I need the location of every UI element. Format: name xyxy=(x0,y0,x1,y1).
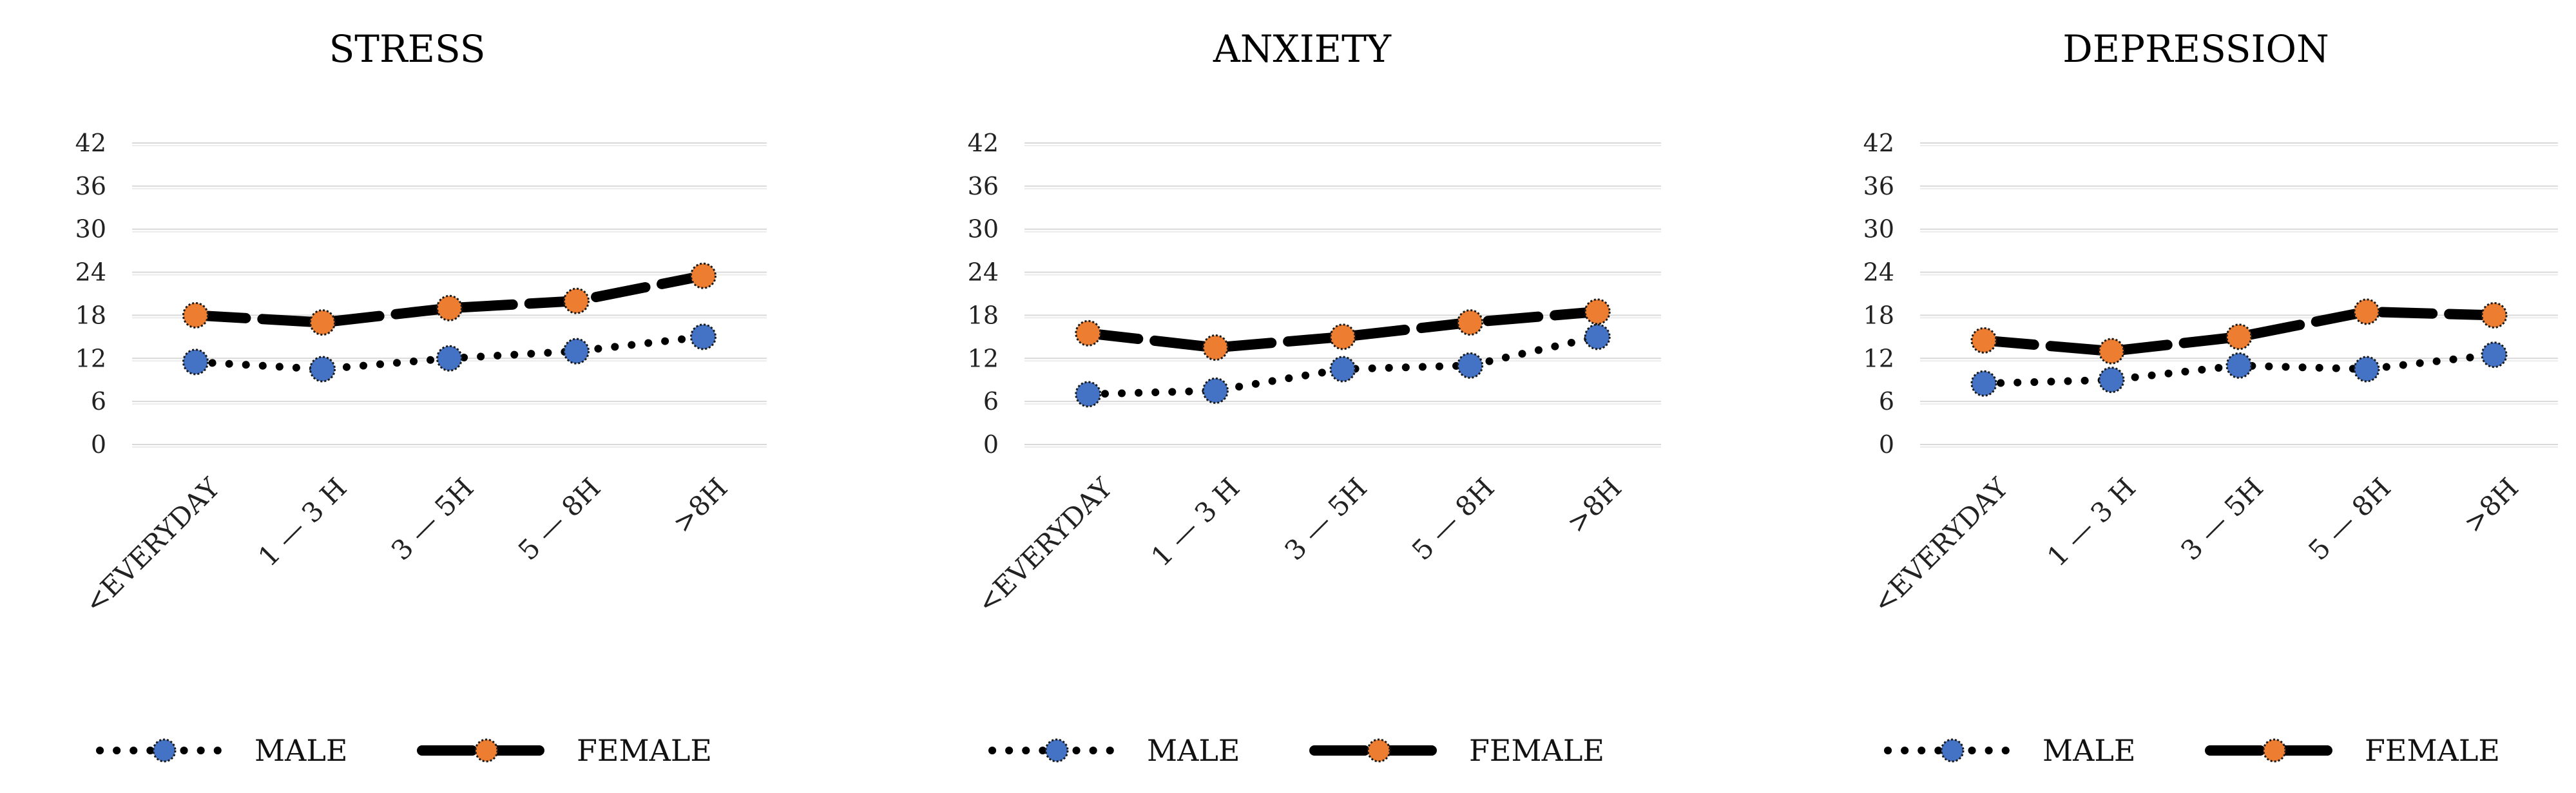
data-point-male xyxy=(1970,370,1997,397)
y-tick-label: 0 xyxy=(1879,430,1894,459)
x-tick-label: <EVERYDAY xyxy=(79,472,227,620)
y-tick-label: 18 xyxy=(1863,301,1894,329)
legend: MALE FEMALE xyxy=(988,733,1604,768)
y-tick-label: 18 xyxy=(75,301,106,329)
data-point-male xyxy=(182,349,209,376)
legend-label: MALE xyxy=(255,733,347,768)
data-point-male xyxy=(1457,352,1484,379)
data-point-male xyxy=(436,345,463,372)
legend-label: FEMALE xyxy=(1469,733,1604,768)
data-point-female xyxy=(1970,327,1997,354)
data-point-female xyxy=(1457,309,1484,336)
x-tick-label: 5 — 8H xyxy=(512,472,607,566)
legend-swatch-marker-female xyxy=(2262,738,2287,763)
data-point-male xyxy=(1584,323,1611,350)
data-point-female xyxy=(436,294,463,321)
y-tick-label: 30 xyxy=(968,215,999,244)
y-tick-label: 42 xyxy=(75,129,106,157)
data-point-female xyxy=(563,287,590,314)
chart-panel-anxiety: ANXIETY 0 6 12 18 24 30 36 42 <EVERYDAY 1 — 3 H 3 —… xyxy=(968,27,1661,768)
x-tick-label: >8H xyxy=(2457,472,2524,539)
data-point-female xyxy=(1202,334,1229,361)
data-point-female xyxy=(1584,298,1611,325)
legend: MALE FEMALE xyxy=(1884,733,2500,768)
y-tick-label: 6 xyxy=(1879,387,1894,416)
x-tick-label: 1 — 3 H xyxy=(2041,472,2142,572)
data-point-male xyxy=(563,338,590,365)
x-tick-label: 1 — 3 H xyxy=(252,472,352,572)
x-tick-label: 3 — 5H xyxy=(2175,472,2269,566)
y-tick-label: 6 xyxy=(983,387,999,416)
y-tick-label: 0 xyxy=(91,430,106,459)
y-tick-label: 24 xyxy=(75,258,106,287)
legend-label: MALE xyxy=(1147,733,1240,768)
y-tick-label: 42 xyxy=(1863,129,1894,157)
x-tick-label: 1 — 3 H xyxy=(1145,472,1245,572)
data-point-male xyxy=(1202,377,1229,404)
data-point-female xyxy=(2098,338,2125,365)
chart-panel-stress: STRESS 0 6 12 18 24 30 36 42 <EVERYDAY 1 — 3 H 3 — … xyxy=(75,27,767,768)
data-point-male xyxy=(1075,381,1102,408)
x-tick-label: <EVERYDAY xyxy=(971,472,1119,620)
chart-title: DEPRESSION xyxy=(2062,27,2329,71)
y-tick-label: 42 xyxy=(968,129,999,157)
data-point-male xyxy=(2481,341,2508,368)
data-point-female xyxy=(2481,301,2508,329)
x-tick-label: 5 — 8H xyxy=(2302,472,2397,566)
series-line-male xyxy=(1084,332,1602,398)
legend-swatch-marker-male xyxy=(152,738,177,763)
data-point-female xyxy=(2353,298,2380,325)
x-tick-label: 5 — 8H xyxy=(1406,472,1501,566)
data-point-female xyxy=(182,301,209,329)
x-tick-label: >8H xyxy=(666,472,733,539)
y-tick-label: 12 xyxy=(968,344,999,372)
data-point-female xyxy=(1329,323,1356,350)
x-tick-label: >8H xyxy=(1561,472,1628,539)
data-point-female xyxy=(1075,320,1102,347)
chart-title: ANXIETY xyxy=(1213,27,1392,71)
y-tick-label: 0 xyxy=(983,430,999,459)
legend-swatch-marker-female xyxy=(474,738,499,763)
y-tick-label: 24 xyxy=(1863,258,1894,287)
data-point-male xyxy=(2225,352,2253,379)
legend-label: MALE xyxy=(2043,733,2135,768)
chart-title: STRESS xyxy=(329,27,486,71)
legend-swatch-marker-female xyxy=(1367,738,1391,763)
y-tick-label: 36 xyxy=(1863,172,1894,200)
data-point-male xyxy=(690,323,716,350)
x-tick-label: 3 — 5H xyxy=(1278,472,1373,566)
data-point-male xyxy=(2098,367,2125,394)
legend-swatch-marker-male xyxy=(1940,738,1965,763)
y-tick-label: 30 xyxy=(75,215,106,244)
data-point-male xyxy=(2353,356,2380,383)
y-tick-label: 36 xyxy=(968,172,999,200)
data-point-female xyxy=(690,262,716,289)
y-tick-label: 6 xyxy=(91,387,106,416)
y-tick-label: 12 xyxy=(1863,344,1894,372)
legend-swatch-marker-male xyxy=(1044,738,1069,763)
data-point-male xyxy=(1329,356,1356,383)
y-tick-label: 12 xyxy=(75,344,106,372)
x-tick-label: <EVERYDAY xyxy=(1867,472,2015,620)
x-tick-label: 3 — 5H xyxy=(385,472,480,566)
legend: MALE FEMALE xyxy=(96,733,712,768)
y-tick-label: 24 xyxy=(968,258,999,287)
data-point-female xyxy=(2225,323,2253,350)
y-tick-label: 30 xyxy=(1863,215,1894,244)
legend-label: FEMALE xyxy=(577,733,712,768)
y-tick-label: 18 xyxy=(968,301,999,329)
legend-label: FEMALE xyxy=(2365,733,2500,768)
data-point-male xyxy=(309,356,336,383)
chart-panel-depression: DEPRESSION 0 6 12 18 24 30 36 42 <EVERYDAY 1 — 3 H… xyxy=(1863,27,2558,768)
data-point-female xyxy=(309,309,336,336)
y-tick-label: 36 xyxy=(75,172,106,200)
